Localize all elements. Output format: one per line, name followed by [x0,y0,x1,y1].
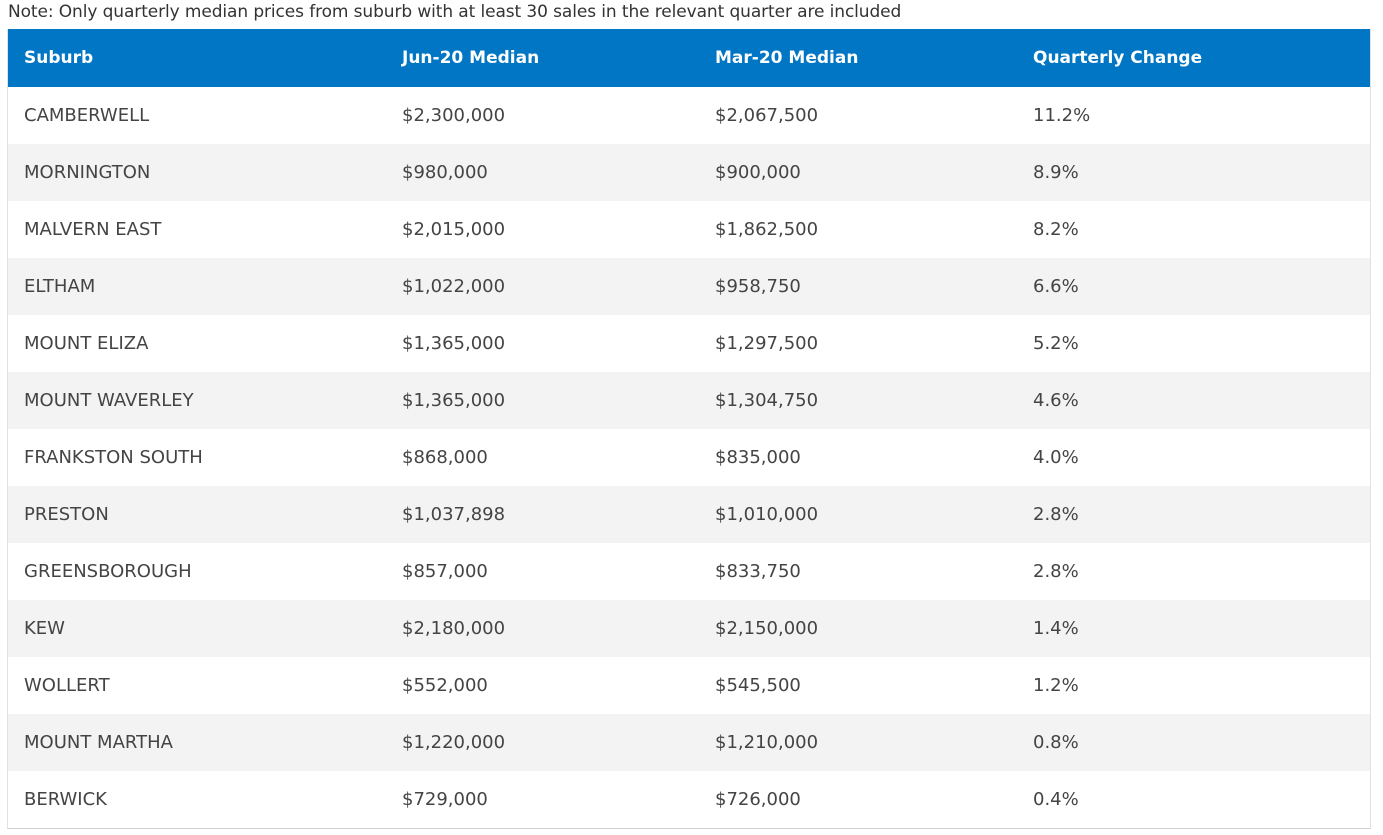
cell-suburb: MALVERN EAST [24,219,162,240]
cell-suburb: BERWICK [24,789,107,810]
column-header-jun-20-median: Jun-20 Median [402,48,540,68]
median-price-table: Suburb Jun-20 Median Mar-20 Median Quart… [7,29,1371,829]
table-row: ELTHAM $1,022,000 $958,750 6.6% [8,258,1370,315]
table-note: Note: Only quarterly median prices from … [8,2,902,22]
cell-jun-median: $1,022,000 [402,276,506,297]
cell-quarterly-change: 6.6% [1033,276,1079,297]
cell-quarterly-change: 11.2% [1033,105,1091,126]
cell-suburb: MOUNT ELIZA [24,333,149,354]
table-row: KEW $2,180,000 $2,150,000 1.4% [8,600,1370,657]
cell-suburb: WOLLERT [24,675,110,696]
table-header: Suburb Jun-20 Median Mar-20 Median Quart… [8,29,1370,87]
cell-quarterly-change: 8.2% [1033,219,1079,240]
data-table: Suburb Jun-20 Median Mar-20 Median Quart… [8,29,1370,828]
cell-jun-median: $857,000 [402,561,488,582]
cell-suburb: MOUNT WAVERLEY [24,390,194,411]
column-header-mar-20-median: Mar-20 Median [715,48,859,68]
table-row: MALVERN EAST $2,015,000 $1,862,500 8.2% [8,201,1370,258]
cell-jun-median: $729,000 [402,789,488,810]
cell-mar-median: $900,000 [715,162,801,183]
cell-suburb: GREENSBOROUGH [24,561,192,582]
cell-jun-median: $2,300,000 [402,105,506,126]
table-row: FRANKSTON SOUTH $868,000 $835,000 4.0% [8,429,1370,486]
column-header-quarterly-change: Quarterly Change [1033,48,1203,68]
cell-mar-median: $1,862,500 [715,219,819,240]
table-row: MORNINGTON $980,000 $900,000 8.9% [8,144,1370,201]
column-header-suburb: Suburb [24,48,94,68]
cell-mar-median: $2,067,500 [715,105,819,126]
cell-mar-median: $1,297,500 [715,333,819,354]
cell-jun-median: $980,000 [402,162,488,183]
cell-jun-median: $1,365,000 [402,333,506,354]
cell-suburb: CAMBERWELL [24,105,150,126]
cell-quarterly-change: 5.2% [1033,333,1079,354]
cell-suburb: KEW [24,618,65,639]
table-row: WOLLERT $552,000 $545,500 1.2% [8,657,1370,714]
table-body: CAMBERWELL $2,300,000 $2,067,500 11.2% M… [8,87,1370,828]
cell-quarterly-change: 4.0% [1033,447,1079,468]
table-row: GREENSBOROUGH $857,000 $833,750 2.8% [8,543,1370,600]
cell-jun-median: $2,180,000 [402,618,506,639]
cell-mar-median: $2,150,000 [715,618,819,639]
table-row: PRESTON $1,037,898 $1,010,000 2.8% [8,486,1370,543]
cell-quarterly-change: 0.4% [1033,789,1079,810]
cell-mar-median: $545,500 [715,675,801,696]
cell-jun-median: $1,365,000 [402,390,506,411]
cell-jun-median: $1,037,898 [402,504,506,525]
header-row: Suburb Jun-20 Median Mar-20 Median Quart… [8,29,1370,87]
cell-quarterly-change: 1.2% [1033,675,1079,696]
cell-jun-median: $868,000 [402,447,488,468]
cell-suburb: PRESTON [24,504,109,525]
cell-suburb: MORNINGTON [24,162,151,183]
cell-quarterly-change: 1.4% [1033,618,1079,639]
cell-quarterly-change: 0.8% [1033,732,1079,753]
cell-jun-median: $552,000 [402,675,488,696]
table-row: MOUNT MARTHA $1,220,000 $1,210,000 0.8% [8,714,1370,771]
cell-quarterly-change: 2.8% [1033,561,1079,582]
cell-mar-median: $1,210,000 [715,732,819,753]
cell-quarterly-change: 2.8% [1033,504,1079,525]
cell-mar-median: $726,000 [715,789,801,810]
cell-suburb: ELTHAM [24,276,96,297]
cell-jun-median: $2,015,000 [402,219,506,240]
cell-mar-median: $1,304,750 [715,390,819,411]
cell-quarterly-change: 4.6% [1033,390,1079,411]
table-row: BERWICK $729,000 $726,000 0.4% [8,771,1370,828]
cell-mar-median: $958,750 [715,276,801,297]
table-row: CAMBERWELL $2,300,000 $2,067,500 11.2% [8,87,1370,144]
cell-quarterly-change: 8.9% [1033,162,1079,183]
table-row: MOUNT ELIZA $1,365,000 $1,297,500 5.2% [8,315,1370,372]
cell-mar-median: $835,000 [715,447,801,468]
cell-mar-median: $1,010,000 [715,504,819,525]
cell-suburb: FRANKSTON SOUTH [24,447,203,468]
cell-suburb: MOUNT MARTHA [24,732,173,753]
cell-mar-median: $833,750 [715,561,801,582]
cell-jun-median: $1,220,000 [402,732,506,753]
table-row: MOUNT WAVERLEY $1,365,000 $1,304,750 4.6… [8,372,1370,429]
